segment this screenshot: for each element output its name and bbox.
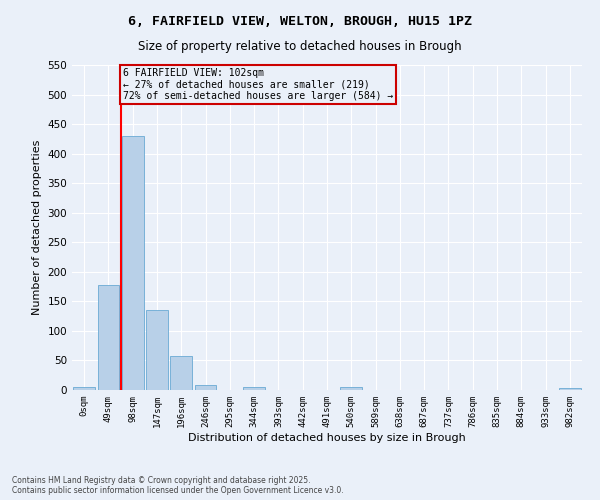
Bar	[73, 387, 95, 390]
Bar	[122, 136, 143, 390]
X-axis label: Distribution of detached houses by size in Brough: Distribution of detached houses by size …	[188, 432, 466, 442]
Text: 6, FAIRFIELD VIEW, WELTON, BROUGH, HU15 1PZ: 6, FAIRFIELD VIEW, WELTON, BROUGH, HU15 …	[128, 15, 472, 28]
Text: Contains HM Land Registry data © Crown copyright and database right 2025.
Contai: Contains HM Land Registry data © Crown c…	[12, 476, 344, 495]
Text: 6 FAIRFIELD VIEW: 102sqm
← 27% of detached houses are smaller (219)
72% of semi-: 6 FAIRFIELD VIEW: 102sqm ← 27% of detach…	[122, 68, 393, 101]
Bar	[559, 388, 581, 390]
Bar	[243, 387, 265, 390]
Bar	[170, 356, 192, 390]
Bar	[194, 386, 217, 390]
Y-axis label: Number of detached properties: Number of detached properties	[32, 140, 42, 315]
Bar	[340, 387, 362, 390]
Bar	[97, 285, 119, 390]
Text: Size of property relative to detached houses in Brough: Size of property relative to detached ho…	[138, 40, 462, 53]
Bar	[146, 310, 168, 390]
